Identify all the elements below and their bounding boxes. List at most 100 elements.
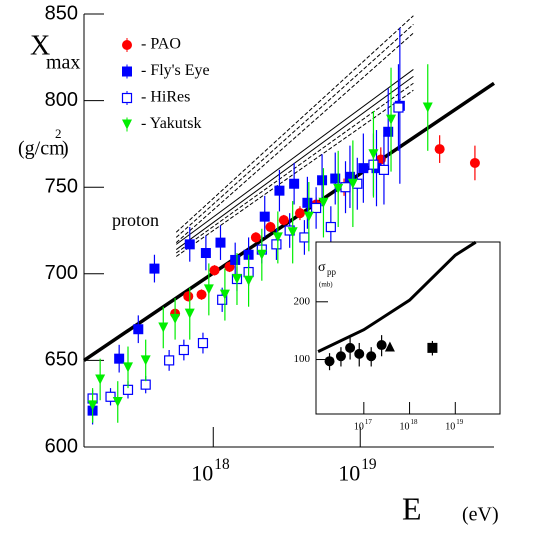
y-unit-end: ) bbox=[62, 138, 69, 160]
data-point bbox=[140, 355, 151, 366]
data-point bbox=[265, 222, 276, 233]
y-tick-label: 650 bbox=[45, 349, 78, 371]
data-point bbox=[422, 102, 433, 113]
y-label: σ bbox=[318, 260, 326, 275]
inset-frame bbox=[315, 241, 501, 415]
x-tick-exponent: 19 bbox=[361, 456, 377, 473]
data-point bbox=[344, 171, 355, 182]
data-point bbox=[231, 273, 242, 284]
data-point bbox=[149, 263, 160, 274]
annotation: proton bbox=[112, 210, 159, 230]
model-line bbox=[317, 240, 477, 353]
y-tick-label: 750 bbox=[45, 175, 78, 197]
data-point bbox=[95, 374, 106, 385]
data-point bbox=[427, 342, 438, 353]
data-point bbox=[333, 183, 344, 194]
data-point bbox=[318, 197, 329, 208]
x-tick-exponent: 18 bbox=[214, 456, 230, 473]
data-point bbox=[170, 313, 181, 324]
data-point bbox=[158, 322, 169, 333]
x-tick-label: 10 bbox=[400, 421, 410, 432]
data-point bbox=[133, 324, 144, 335]
model-line bbox=[175, 15, 414, 233]
data-point bbox=[303, 211, 314, 222]
data-point bbox=[271, 239, 282, 250]
data-point bbox=[393, 102, 404, 113]
data-point bbox=[259, 211, 270, 222]
data-point bbox=[272, 232, 283, 243]
data-point bbox=[278, 215, 289, 226]
y-tick-label: 100 bbox=[294, 353, 311, 365]
data-point bbox=[330, 173, 341, 184]
data-point bbox=[287, 227, 298, 238]
legend-marker bbox=[121, 92, 133, 104]
data-point bbox=[294, 208, 305, 219]
data-point bbox=[274, 185, 285, 196]
data-point bbox=[105, 391, 116, 402]
y-tick-label: 800 bbox=[45, 89, 78, 111]
data-point bbox=[384, 341, 395, 352]
data-point bbox=[196, 289, 207, 300]
data-point bbox=[123, 362, 134, 373]
y-unit: (g/cm bbox=[18, 138, 65, 160]
data-point bbox=[250, 232, 261, 243]
data-point bbox=[345, 342, 356, 353]
x-unit: (eV) bbox=[462, 504, 499, 526]
data-point bbox=[289, 178, 300, 189]
y-label-sub: pp bbox=[327, 267, 337, 277]
data-point bbox=[376, 340, 387, 351]
x-tick-exponent: 19 bbox=[456, 418, 464, 426]
data-point bbox=[299, 232, 310, 243]
y-label-sub: max bbox=[46, 52, 80, 74]
legend-marker bbox=[122, 66, 132, 77]
data-point bbox=[325, 221, 336, 233]
data-point bbox=[302, 197, 313, 208]
data-point bbox=[386, 114, 397, 125]
legend-label: - Fly's Eye bbox=[141, 62, 210, 79]
data-point bbox=[243, 249, 254, 260]
y-label: X bbox=[30, 30, 50, 61]
x-tick-label: 10 bbox=[354, 421, 364, 432]
x-tick-label: 10 bbox=[338, 461, 360, 486]
y-unit: (mb) bbox=[319, 281, 333, 289]
data-point bbox=[434, 144, 445, 155]
data-point bbox=[183, 291, 194, 302]
y-unit-sup: 2 bbox=[55, 126, 62, 141]
data-point bbox=[184, 308, 195, 319]
data-point bbox=[140, 379, 151, 390]
legend-label: - HiRes bbox=[141, 89, 190, 106]
legend-marker bbox=[122, 40, 132, 50]
model-line bbox=[175, 24, 414, 238]
data-point bbox=[311, 202, 322, 214]
x-tick-exponent: 17 bbox=[365, 418, 373, 426]
data-point bbox=[358, 163, 369, 174]
data-point bbox=[317, 175, 328, 186]
data-point bbox=[378, 164, 390, 175]
y-tick-label: 850 bbox=[45, 2, 78, 24]
model-line bbox=[175, 75, 414, 250]
data-point bbox=[354, 348, 365, 359]
legend-label: - Yakutsk bbox=[141, 115, 201, 132]
x-tick-label: 10 bbox=[445, 421, 455, 432]
model-line bbox=[175, 32, 414, 243]
data-point bbox=[230, 254, 241, 265]
data-point bbox=[324, 356, 335, 367]
data-point bbox=[112, 396, 123, 407]
legend-marker bbox=[122, 119, 132, 130]
data-point bbox=[335, 351, 346, 362]
data-point bbox=[209, 265, 220, 276]
data-point bbox=[347, 178, 358, 189]
x-label: E bbox=[402, 490, 422, 526]
data-point bbox=[383, 126, 394, 137]
data-point bbox=[178, 344, 189, 356]
model-line bbox=[83, 81, 495, 362]
y-tick-label: 600 bbox=[45, 435, 78, 457]
x-tick-exponent: 18 bbox=[411, 418, 419, 426]
data-point bbox=[203, 284, 214, 295]
data-point bbox=[469, 157, 480, 168]
model-line bbox=[175, 69, 414, 245]
data-point bbox=[200, 248, 211, 259]
data-point bbox=[243, 275, 254, 286]
data-point bbox=[219, 289, 230, 300]
